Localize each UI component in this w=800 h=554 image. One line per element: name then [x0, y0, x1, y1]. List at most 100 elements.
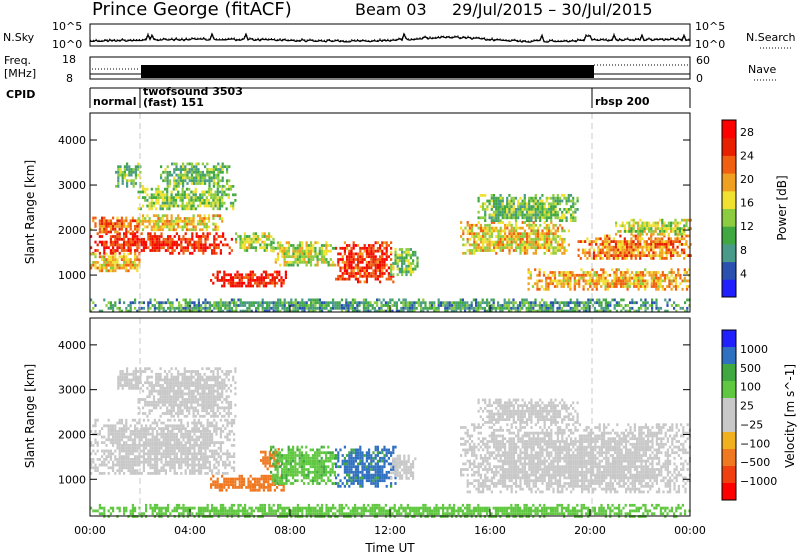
data-cell	[226, 168, 229, 171]
data-cell	[639, 273, 642, 277]
data-cell	[107, 222, 110, 225]
data-cell	[167, 301, 170, 305]
data-cell	[109, 304, 112, 307]
data-cell	[272, 246, 275, 250]
data-cell	[666, 276, 669, 280]
data-cell	[632, 221, 635, 225]
data-cell	[528, 196, 531, 200]
data-cell	[149, 438, 152, 442]
data-cell	[378, 298, 381, 302]
data-cell	[622, 306, 625, 310]
data-cell	[210, 193, 213, 197]
data-cell	[534, 251, 537, 255]
data-cell	[171, 301, 174, 305]
data-cell	[661, 245, 664, 249]
data-cell	[145, 446, 148, 450]
data-cell	[112, 304, 115, 307]
data-cell	[183, 219, 186, 223]
data-cell	[307, 244, 310, 247]
data-cell	[352, 252, 355, 256]
data-cell	[613, 285, 616, 288]
data-cell	[372, 252, 375, 256]
data-cell	[178, 441, 181, 444]
data-cell	[101, 441, 104, 444]
data-cell	[488, 243, 491, 247]
data-cell	[125, 421, 128, 425]
data-cell	[349, 301, 352, 305]
data-cell	[361, 266, 364, 270]
data-cell	[597, 245, 600, 249]
data-cell	[129, 466, 132, 470]
data-cell	[521, 205, 524, 208]
data-cell	[483, 309, 486, 313]
data-cell	[586, 282, 590, 286]
data-cell	[116, 235, 119, 238]
data-cell	[510, 235, 513, 238]
data-cell	[120, 463, 123, 467]
data-cell	[683, 257, 686, 260]
data-cell	[486, 298, 489, 302]
data-cell	[567, 273, 570, 277]
data-cell	[385, 244, 388, 247]
data-cell	[380, 301, 383, 305]
data-cell	[347, 309, 350, 313]
data-cell	[129, 237, 132, 241]
data-cell	[161, 207, 164, 211]
data-cell	[674, 230, 677, 233]
data-cell	[501, 216, 504, 220]
data-cell	[195, 421, 198, 425]
data-cell	[156, 421, 159, 425]
data-cell	[221, 204, 224, 208]
data-cell	[180, 460, 183, 464]
data-cell	[561, 243, 564, 247]
data-cell	[680, 251, 684, 255]
data-cell	[667, 245, 670, 249]
data-cell	[346, 258, 349, 261]
data-cell	[221, 196, 224, 199]
data-cell	[472, 298, 475, 302]
data-cell	[191, 463, 194, 467]
data-cell	[94, 255, 97, 259]
data-cell	[630, 230, 633, 233]
data-cell	[207, 219, 211, 223]
data-cell	[547, 282, 550, 286]
data-cell	[396, 267, 399, 271]
data-cell	[490, 221, 493, 224]
data-cell	[131, 430, 134, 433]
data-cell	[356, 304, 359, 307]
data-cell	[398, 253, 401, 257]
data-cell	[479, 226, 482, 230]
data-cell	[213, 301, 216, 305]
data-cell	[501, 229, 504, 233]
data-cell	[112, 306, 115, 310]
data-cell	[241, 309, 244, 313]
data-cell	[331, 246, 335, 250]
data-cell	[156, 246, 159, 250]
data-cell	[617, 251, 620, 255]
data-cell	[519, 240, 522, 244]
data-cell	[200, 472, 203, 475]
data-cell	[368, 249, 371, 253]
data-cell	[534, 237, 537, 241]
data-cell	[112, 469, 115, 472]
data-cell	[287, 246, 291, 250]
data-cell	[197, 469, 200, 472]
data-cell	[217, 162, 220, 166]
data-cell	[153, 235, 156, 238]
data-cell	[190, 217, 193, 220]
data-cell	[351, 298, 354, 302]
data-cell	[550, 219, 553, 222]
scatter-region	[577, 234, 692, 260]
data-cell	[668, 285, 671, 288]
data-cell	[182, 249, 185, 252]
data-cell	[147, 458, 150, 461]
data-cell	[130, 173, 133, 177]
data-cell	[606, 240, 609, 243]
data-cell	[98, 269, 101, 273]
data-cell	[136, 219, 139, 223]
data-cell	[512, 208, 515, 211]
y-tick-label: 1000	[58, 269, 86, 282]
data-cell	[560, 273, 563, 277]
data-cell	[552, 251, 555, 255]
data-cell	[128, 179, 131, 183]
